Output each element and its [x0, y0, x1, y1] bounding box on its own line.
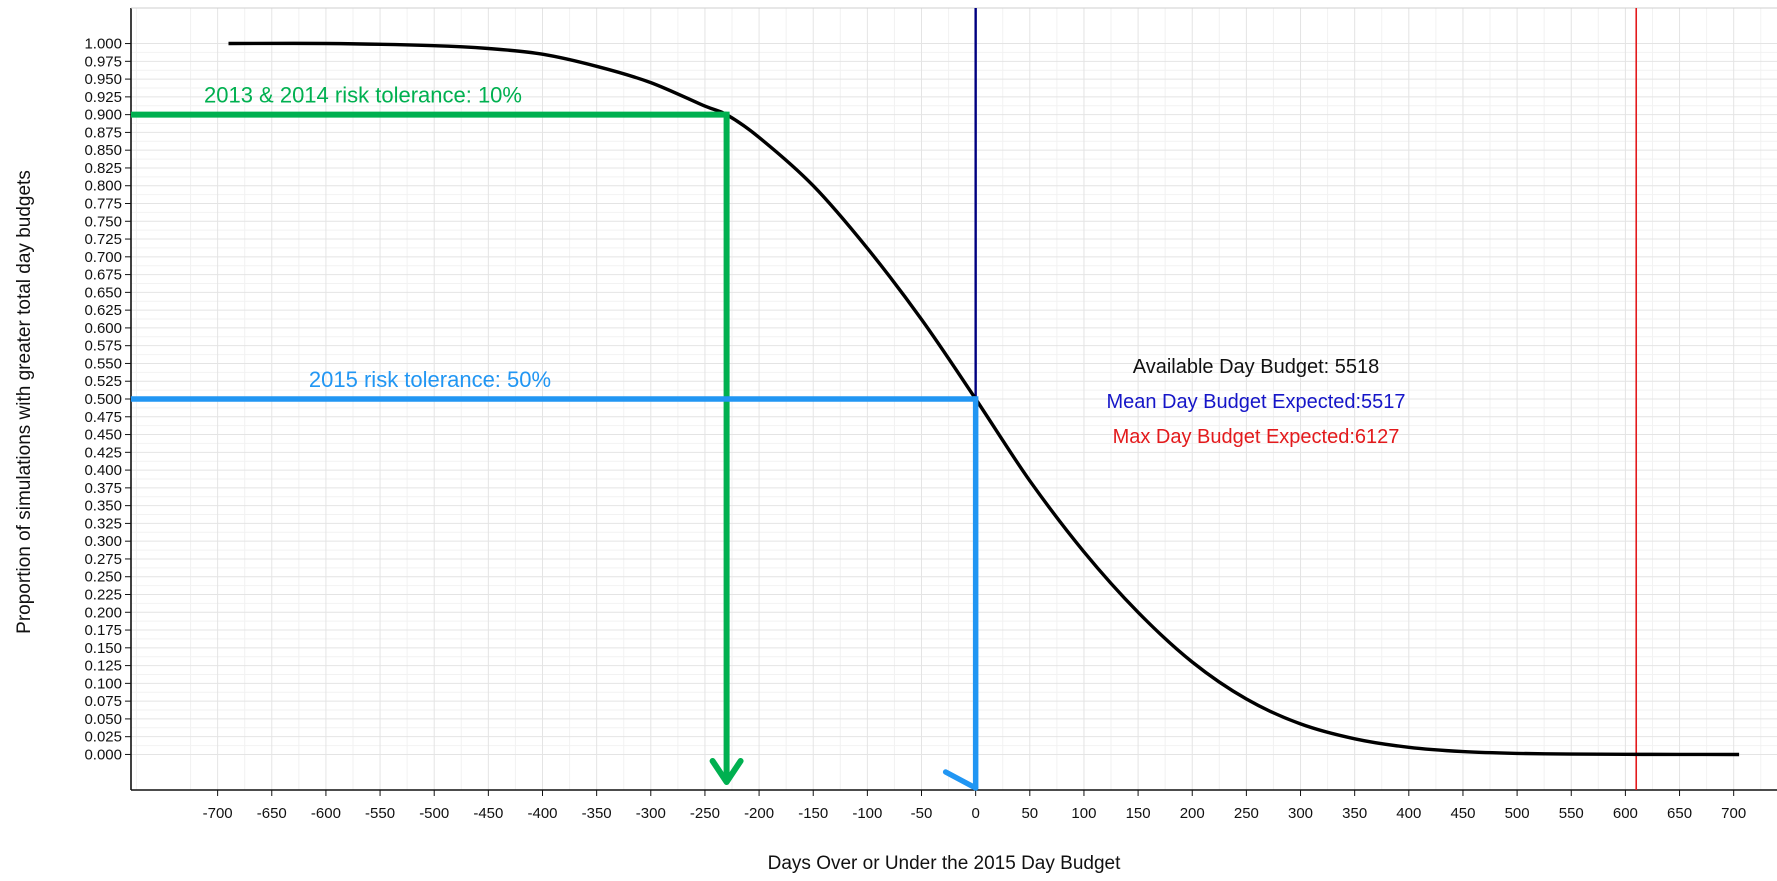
y-tick-label: 0.775: [84, 196, 122, 213]
y-tick-label: 0.875: [84, 124, 122, 141]
y-tick-label: 0.350: [84, 498, 122, 515]
x-tick-label: 150: [1126, 805, 1151, 822]
x-tick-label: 650: [1667, 805, 1692, 822]
available-day-budget-label: Available Day Budget: 5518: [1133, 356, 1379, 378]
y-tick-label: 0.175: [84, 622, 122, 639]
x-tick-label: 300: [1288, 805, 1313, 822]
x-tick-label: -550: [365, 805, 395, 822]
y-axis-title: Proportion of simulations with greater t…: [14, 170, 35, 634]
x-tick-label: -200: [744, 805, 774, 822]
x-tick-label: 500: [1505, 805, 1530, 822]
y-tick-label: 0.650: [84, 284, 122, 301]
y-tick-label: 0.825: [84, 160, 122, 177]
risk-tolerance-2015-arrowhead: [942, 769, 979, 791]
y-tick-label: 0.925: [84, 89, 122, 106]
y-tick-label: 0.550: [84, 355, 122, 372]
y-tick-label: 1.000: [84, 36, 122, 53]
x-tick-label: 400: [1396, 805, 1421, 822]
risk-tolerance-label-2013-2014: 2013 & 2014 risk tolerance: 10%: [204, 83, 522, 108]
y-tick-label: 0.100: [84, 675, 122, 692]
max-day-budget-label: Max Day Budget Expected:6127: [1113, 426, 1400, 448]
mean-day-budget-label: Mean Day Budget Expected:5517: [1106, 391, 1405, 413]
axis-layer: [125, 7, 1777, 796]
x-tick-label: 600: [1613, 805, 1638, 822]
y-tick-label: 0.750: [84, 213, 122, 230]
x-tick-label: 550: [1559, 805, 1584, 822]
x-tick-label: 50: [1021, 805, 1038, 822]
y-tick-label: 0.200: [84, 604, 122, 621]
cdf-curve: [228, 41, 1740, 757]
series-layer: [228, 41, 1740, 757]
y-tick-label: 0.950: [84, 71, 122, 88]
y-tick-label: 0.075: [84, 693, 122, 710]
x-tick-label: -450: [473, 805, 503, 822]
y-tick-label: 0.000: [84, 746, 122, 763]
x-tick-label: -500: [419, 805, 449, 822]
x-tick-labels: -700 -650 -600 -550 -500 -450 -400 -350 -300 -250…: [203, 805, 1747, 822]
x-tick-label: -600: [311, 805, 341, 822]
y-tick-label: 0.250: [84, 569, 122, 586]
x-tick-label: 450: [1450, 805, 1475, 822]
x-tick-label: -100: [852, 805, 882, 822]
x-tick-label: 250: [1234, 805, 1259, 822]
y-tick-label: 0.500: [84, 391, 122, 408]
x-tick-label: 700: [1721, 805, 1746, 822]
x-tick-label: -300: [636, 805, 666, 822]
x-tick-label: 350: [1342, 805, 1367, 822]
y-tick-label: 0.675: [84, 267, 122, 284]
y-tick-label: 0.575: [84, 338, 122, 355]
y-tick-label: 0.125: [84, 658, 122, 675]
x-tick-label: -50: [911, 805, 933, 822]
x-tick-label: 0: [971, 805, 979, 822]
risk-tolerance-label-2015: 2015 risk tolerance: 50%: [309, 367, 551, 392]
y-tick-label: 0.700: [84, 249, 122, 266]
y-tick-label: 0.400: [84, 462, 122, 479]
y-tick-label: 0.900: [84, 107, 122, 124]
y-tick-label: 0.975: [84, 53, 122, 70]
risk-tolerance-2013-2014-arrowhead: [709, 758, 744, 785]
y-tick-label: 0.275: [84, 551, 122, 568]
risk-tolerance-annotations: [131, 111, 979, 791]
y-tick-label: 0.725: [84, 231, 122, 248]
y-tick-label: 0.525: [84, 373, 122, 390]
y-tick-label: 0.425: [84, 444, 122, 461]
x-tick-label: 200: [1180, 805, 1205, 822]
y-tick-label: 0.450: [84, 427, 122, 444]
x-tick-label: -700: [203, 805, 233, 822]
y-tick-label: 0.475: [84, 409, 122, 426]
x-tick-label: -650: [257, 805, 287, 822]
y-tick-label: 0.150: [84, 640, 122, 657]
x-axis-title: Days Over or Under the 2015 Day Budget: [768, 853, 1121, 874]
x-tick-label: -400: [527, 805, 557, 822]
y-tick-label: 0.625: [84, 302, 122, 319]
y-tick-label: 0.300: [84, 533, 122, 550]
x-tick-label: -250: [690, 805, 720, 822]
y-tick-label: 0.375: [84, 480, 122, 497]
y-tick-label: 0.600: [84, 320, 122, 337]
y-tick-label: 0.050: [84, 711, 122, 728]
x-tick-label: -350: [582, 805, 612, 822]
y-tick-label: 0.225: [84, 587, 122, 604]
y-tick-label: 0.025: [84, 729, 122, 746]
y-tick-label: 0.325: [84, 515, 122, 532]
x-tick-label: -150: [798, 805, 828, 822]
y-tick-labels: 0.0000.0250.0500.0750.1000.1250.1500.175…: [84, 36, 122, 764]
y-tick-label: 0.850: [84, 142, 122, 159]
x-tick-label: 100: [1071, 805, 1096, 822]
y-tick-label: 0.800: [84, 178, 122, 195]
